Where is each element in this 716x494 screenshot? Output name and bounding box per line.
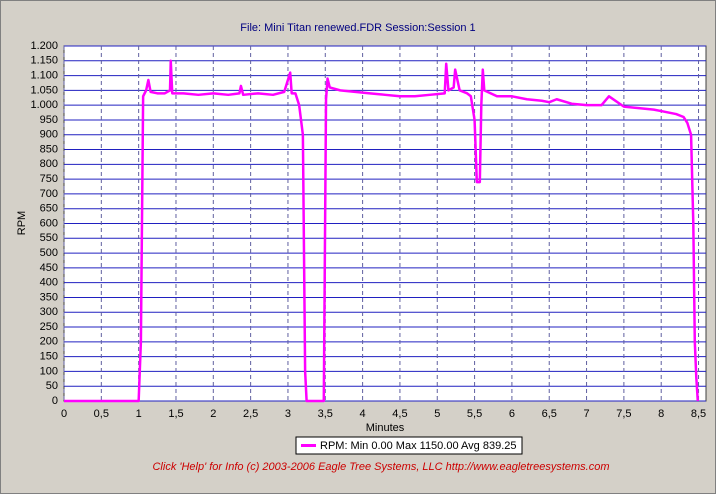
y-tick-label: 1.000 [30,99,58,111]
y-tick-label: 600 [40,217,58,229]
y-tick-label: 450 [40,262,58,274]
x-tick-label: 1,5 [168,408,183,420]
x-tick-label: 2 [210,408,216,420]
y-tick-label: 0 [52,395,58,407]
y-tick-label: 550 [40,232,58,244]
x-tick-label: 6 [509,408,515,420]
x-axis-label: Minutes [366,422,405,434]
y-tick-label: 950 [40,114,58,126]
x-tick-label: 7 [583,408,589,420]
x-tick-label: 7,5 [616,408,631,420]
y-tick-label: 700 [40,188,58,200]
x-tick-label: 8,5 [691,408,706,420]
x-tick-label: 6,5 [542,408,557,420]
x-tick-label: 5,5 [467,408,482,420]
footer: Click 'Help' for Info (c) 2003-2006 Eagl… [152,461,609,473]
y-tick-label: 900 [40,129,58,141]
y-tick-label: 650 [40,203,58,215]
x-tick-label: 2,5 [243,408,258,420]
y-tick-label: 1.200 [30,40,58,52]
x-tick-label: 1 [136,408,142,420]
y-tick-label: 400 [40,277,58,289]
x-tick-label: 0,5 [94,408,109,420]
y-tick-label: 100 [40,365,58,377]
y-tick-label: 250 [40,321,58,333]
y-tick-label: 350 [40,291,58,303]
x-tick-label: 4,5 [392,408,407,420]
y-tick-label: 300 [40,306,58,318]
y-tick-label: 850 [40,143,58,155]
y-tick-label: 1.050 [30,84,58,96]
x-tick-label: 4 [360,408,366,420]
legend-label: RPM: Min 0.00 Max 1150.00 Avg 839.25 [320,440,517,452]
y-tick-label: 1.100 [30,69,58,81]
y-tick-label: 800 [40,158,58,170]
y-axis-label: RPM [16,211,28,235]
y-tick-label: 200 [40,336,58,348]
y-tick-label: 500 [40,247,58,259]
x-tick-label: 3,5 [318,408,333,420]
x-tick-label: 8 [658,408,664,420]
x-tick-label: 3 [285,408,291,420]
legend-box [295,436,523,455]
x-tick-label: 0 [61,408,67,420]
y-tick-label: 50 [46,380,58,392]
y-tick-label: 1.150 [30,55,58,67]
y-tick-label: 750 [40,173,58,185]
data-line [64,59,700,403]
chart-title: File: Mini Titan renewed.FDR Session:Ses… [240,22,475,34]
y-tick-label: 150 [40,351,58,363]
x-tick-label: 5 [434,408,440,420]
